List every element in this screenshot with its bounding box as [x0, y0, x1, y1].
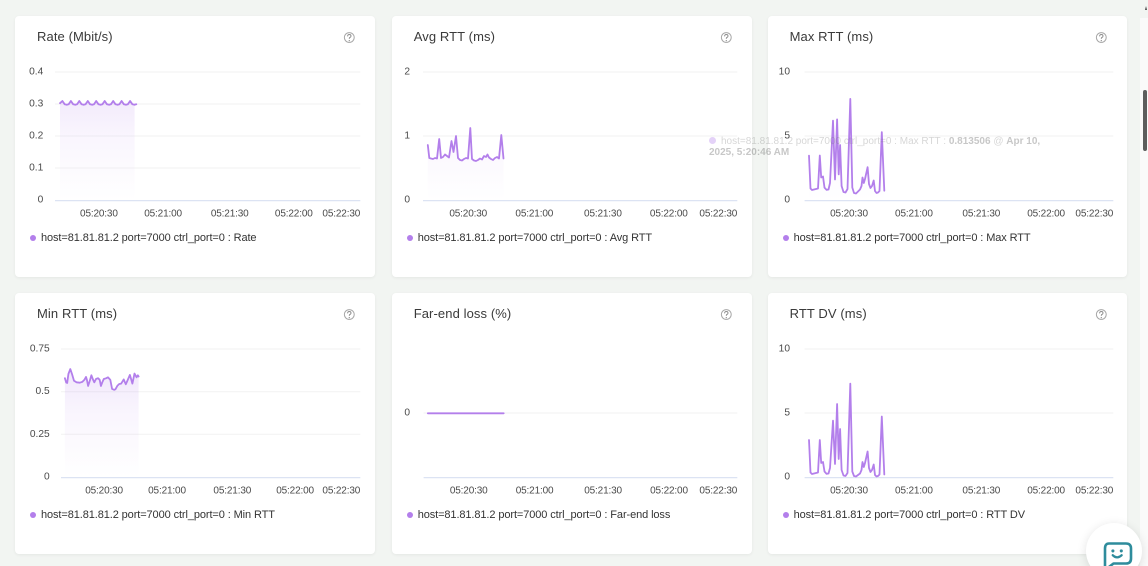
svg-text:05:21:00: 05:21:00	[515, 208, 553, 219]
svg-text:0.75: 0.75	[30, 344, 50, 355]
svg-text:05:22:00: 05:22:00	[1027, 208, 1065, 219]
svg-text:05:21:30: 05:21:30	[584, 485, 622, 496]
svg-text:05:20:30: 05:20:30	[80, 208, 118, 219]
svg-text:05:21:30: 05:21:30	[211, 208, 249, 219]
svg-text:0.2: 0.2	[29, 131, 43, 142]
svg-text:05:22:30: 05:22:30	[699, 485, 737, 496]
svg-text:05:21:30: 05:21:30	[584, 208, 622, 219]
svg-text:5: 5	[784, 131, 790, 142]
svg-text:0.25: 0.25	[30, 429, 50, 440]
svg-text:05:22:00: 05:22:00	[650, 485, 688, 496]
svg-text:05:21:00: 05:21:00	[148, 485, 186, 496]
svg-text:0: 0	[404, 195, 410, 206]
svg-text:05:22:30: 05:22:30	[1075, 208, 1113, 219]
svg-text:0: 0	[784, 472, 790, 483]
svg-text:05:22:00: 05:22:00	[275, 208, 313, 219]
svg-text:05:21:30: 05:21:30	[962, 485, 1000, 496]
svg-text:05:22:30: 05:22:30	[699, 208, 737, 219]
svg-text:0.3: 0.3	[29, 99, 43, 110]
svg-text:05:21:00: 05:21:00	[515, 485, 553, 496]
svg-text:05:22:30: 05:22:30	[1075, 485, 1113, 496]
svg-text:5: 5	[784, 408, 790, 419]
svg-text:0.1: 0.1	[29, 163, 43, 174]
svg-text:0: 0	[404, 408, 410, 419]
svg-text:05:22:30: 05:22:30	[322, 208, 360, 219]
svg-text:0.5: 0.5	[36, 386, 50, 397]
svg-text:2: 2	[404, 67, 410, 78]
svg-text:05:20:30: 05:20:30	[450, 485, 488, 496]
svg-text:05:20:30: 05:20:30	[830, 485, 868, 496]
svg-text:1: 1	[404, 131, 410, 142]
svg-text:0: 0	[44, 472, 50, 483]
svg-text:05:22:30: 05:22:30	[322, 485, 360, 496]
svg-text:05:22:00: 05:22:00	[1027, 485, 1065, 496]
svg-text:05:21:00: 05:21:00	[895, 485, 933, 496]
svg-text:05:22:00: 05:22:00	[276, 485, 314, 496]
svg-text:05:20:30: 05:20:30	[85, 485, 123, 496]
svg-text:10: 10	[778, 344, 790, 355]
svg-text:05:21:00: 05:21:00	[144, 208, 182, 219]
svg-text:0: 0	[38, 195, 44, 206]
svg-text:05:20:30: 05:20:30	[449, 208, 487, 219]
svg-text:05:21:00: 05:21:00	[895, 208, 933, 219]
svg-text:05:21:30: 05:21:30	[213, 485, 251, 496]
svg-text:05:22:00: 05:22:00	[650, 208, 688, 219]
svg-text:0: 0	[784, 195, 790, 206]
svg-text:10: 10	[778, 67, 790, 78]
svg-text:05:21:30: 05:21:30	[962, 208, 1000, 219]
svg-text:05:20:30: 05:20:30	[830, 208, 868, 219]
svg-text:0.4: 0.4	[29, 67, 43, 78]
